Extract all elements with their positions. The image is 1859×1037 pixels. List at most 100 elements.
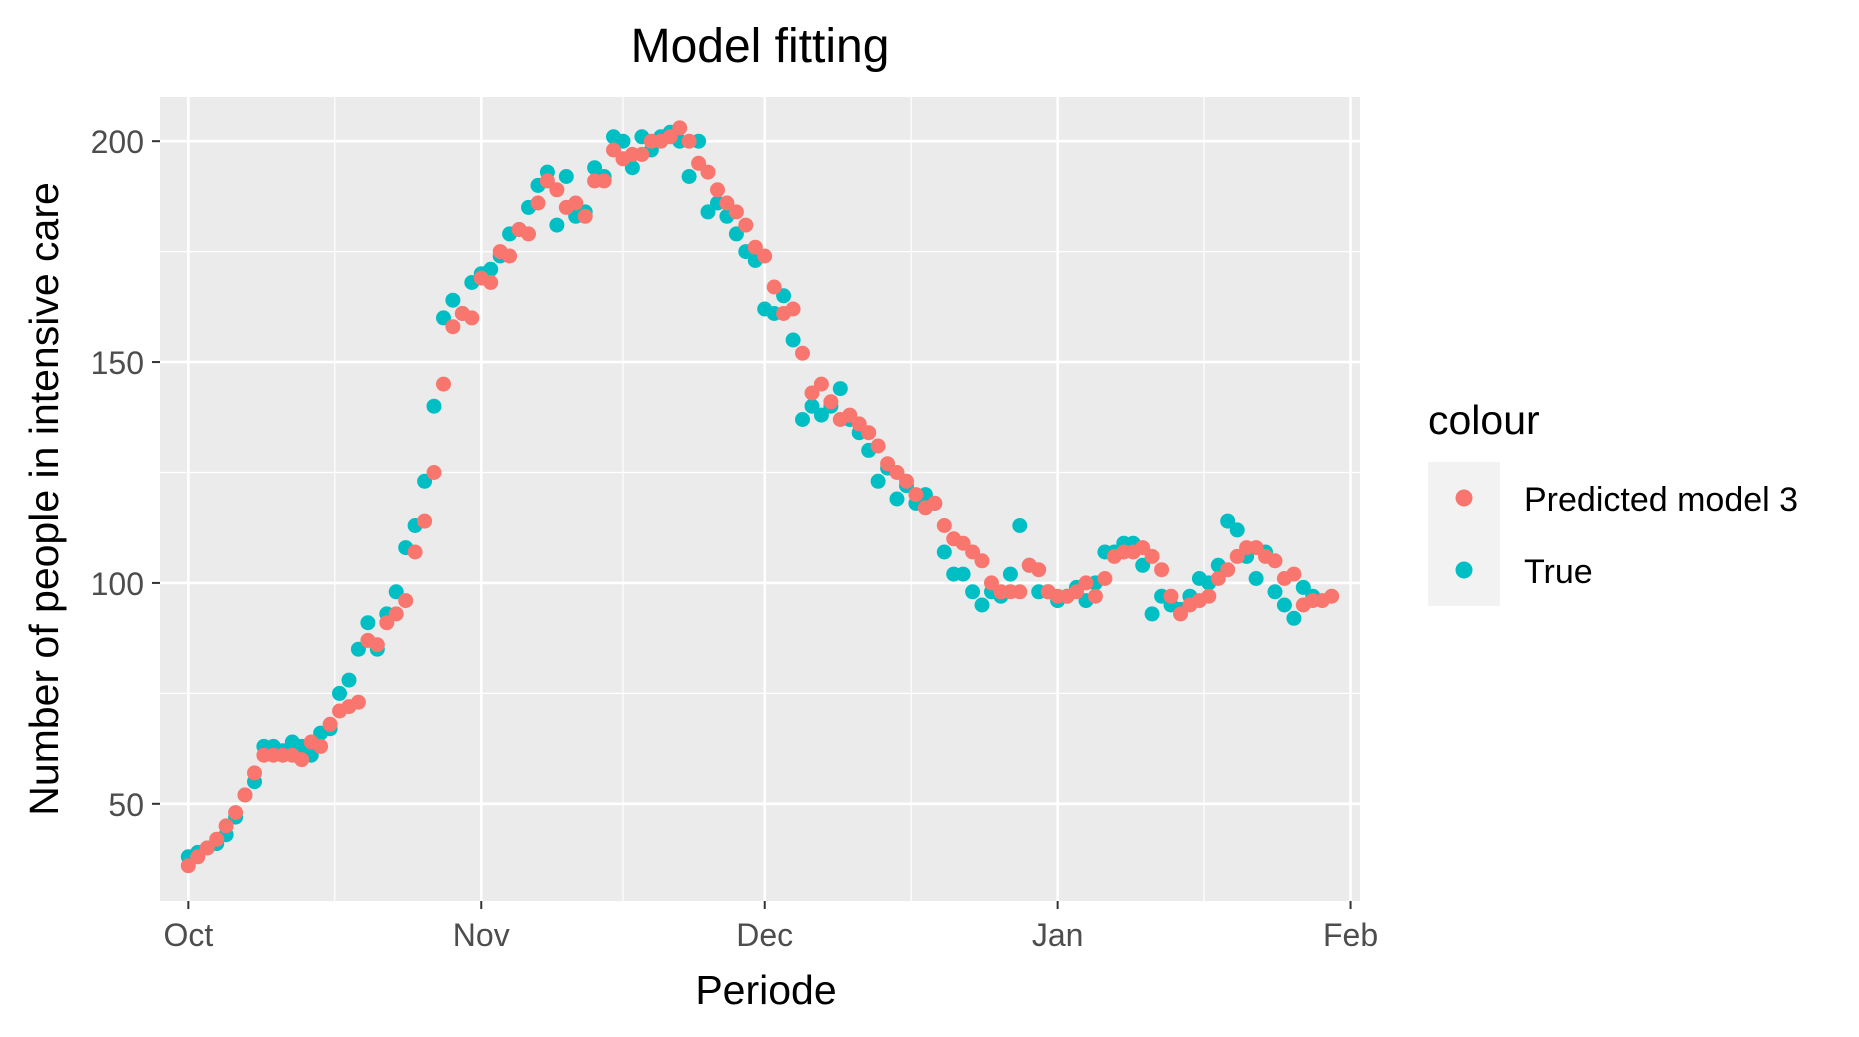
point-true-53	[681, 169, 697, 184]
point-predicted-model-3-21	[379, 615, 395, 631]
point-predicted-model-3-72	[861, 425, 877, 441]
point-predicted-model-3-101	[1135, 540, 1151, 556]
grid-major	[160, 97, 1360, 901]
point-predicted-model-3-115	[1267, 553, 1283, 569]
point-predicted-model-3-66	[804, 385, 820, 401]
point-true-58	[728, 226, 744, 242]
point-predicted-model-3-121	[1324, 588, 1340, 604]
point-true-111	[1229, 522, 1245, 538]
point-predicted-model-3-71	[851, 416, 867, 432]
point-predicted-model-3-52	[672, 120, 688, 136]
y-tick-label-150: 150	[91, 345, 144, 381]
y-tick-label-50: 50	[108, 787, 144, 823]
point-predicted-model-3-53	[681, 133, 697, 149]
point-true-32	[483, 261, 499, 277]
point-true-47	[624, 160, 640, 176]
y-tick-label-200: 200	[91, 124, 144, 160]
point-predicted-model-3-62	[766, 279, 782, 295]
point-predicted-model-3-38	[539, 173, 555, 189]
point-predicted-model-3-90	[1031, 562, 1047, 578]
point-predicted-model-3-97	[1097, 571, 1113, 586]
point-predicted-model-3-25	[417, 513, 433, 529]
legend: colour Predicted model 3 True	[1428, 397, 1798, 606]
point-predicted-model-3-75	[889, 465, 905, 480]
point-true-113	[1248, 571, 1264, 586]
point-predicted-model-3-111	[1229, 548, 1245, 564]
x-tick-label-jan: Jan	[1032, 917, 1084, 953]
point-predicted-model-3-96	[1087, 588, 1103, 604]
point-predicted-model-3-2	[199, 840, 215, 856]
x-tick-label-dec: Dec	[736, 917, 793, 953]
point-predicted-model-3-34	[502, 248, 518, 264]
point-true-27	[436, 310, 451, 326]
point-predicted-model-3-59	[738, 217, 754, 233]
point-predicted-model-3-23	[398, 593, 414, 609]
point-predicted-model-3-5	[228, 805, 244, 821]
point-predicted-model-3-85	[984, 575, 999, 591]
point-predicted-model-3-1	[190, 849, 206, 865]
x-tick-label-nov: Nov	[453, 917, 510, 953]
point-true-18	[350, 641, 366, 657]
point-predicted-model-3-3	[209, 831, 225, 847]
point-predicted-model-3-104	[1163, 588, 1179, 604]
point-predicted-model-3-55	[700, 164, 716, 180]
point-predicted-model-3-24	[407, 544, 423, 560]
point-true-17	[341, 672, 357, 688]
point-predicted-model-3-22	[388, 606, 404, 622]
point-predicted-model-3-79	[927, 495, 943, 511]
point-predicted-model-3-65	[795, 345, 810, 361]
point-true-65	[795, 412, 810, 427]
data-points	[180, 120, 1340, 874]
point-true-40	[558, 169, 574, 184]
point-predicted-model-3-70	[842, 407, 858, 423]
x-tick-label-feb: Feb	[1323, 917, 1378, 953]
legend-key-predicted-model-3	[1455, 489, 1473, 507]
point-true-69	[832, 381, 848, 397]
point-predicted-model-3-14	[313, 738, 329, 754]
x-axis: Oct Nov Dec Jan Feb	[163, 901, 1378, 953]
point-predicted-model-3-6	[237, 787, 253, 803]
point-predicted-model-3-67	[813, 376, 829, 392]
point-predicted-model-3-32	[483, 275, 499, 290]
point-true-116	[1276, 597, 1292, 613]
point-predicted-model-3-58	[728, 204, 744, 220]
point-predicted-model-3-105	[1173, 606, 1188, 622]
point-predicted-model-3-27	[436, 376, 451, 392]
point-true-43	[587, 160, 603, 176]
y-axis-label: Number of people in intensive care	[21, 182, 67, 816]
point-true-88	[1012, 518, 1028, 533]
point-predicted-model-3-83	[965, 544, 981, 560]
point-predicted-model-3-109	[1210, 571, 1226, 586]
point-predicted-model-3-45	[606, 142, 621, 158]
point-predicted-model-3-94	[1069, 584, 1084, 600]
point-predicted-model-3-20	[369, 637, 385, 653]
point-predicted-model-3-0	[180, 858, 196, 874]
point-true-25	[417, 473, 433, 489]
legend-title: colour	[1428, 397, 1540, 443]
legend-label-predicted-model-3: Predicted model 3	[1524, 481, 1798, 519]
point-true-16	[332, 685, 347, 701]
y-tick-label-100: 100	[91, 566, 144, 602]
point-predicted-model-3-84	[974, 553, 990, 569]
point-true-75	[889, 491, 905, 507]
point-predicted-model-3-41	[568, 195, 584, 211]
point-predicted-model-3-103	[1154, 562, 1170, 578]
point-predicted-model-3-77	[908, 487, 924, 503]
legend-key-true	[1455, 561, 1473, 579]
plot-panel	[160, 97, 1360, 901]
point-predicted-model-3-102	[1144, 548, 1160, 564]
y-axis: 50 100 150 200	[91, 124, 160, 823]
x-tick-label-oct: Oct	[163, 917, 213, 953]
point-predicted-model-3-73	[870, 438, 886, 454]
point-predicted-model-3-51	[662, 129, 678, 145]
point-predicted-model-3-64	[785, 301, 801, 317]
point-predicted-model-3-12	[294, 752, 310, 768]
legend-label-true: True	[1524, 553, 1593, 591]
point-predicted-model-3-36	[521, 226, 536, 242]
point-predicted-model-3-7	[247, 765, 262, 781]
point-predicted-model-3-110	[1220, 562, 1236, 578]
point-true-84	[974, 597, 990, 613]
point-true-67	[813, 407, 829, 423]
point-predicted-model-3-117	[1286, 566, 1302, 582]
x-axis-label: Periode	[695, 967, 836, 1013]
